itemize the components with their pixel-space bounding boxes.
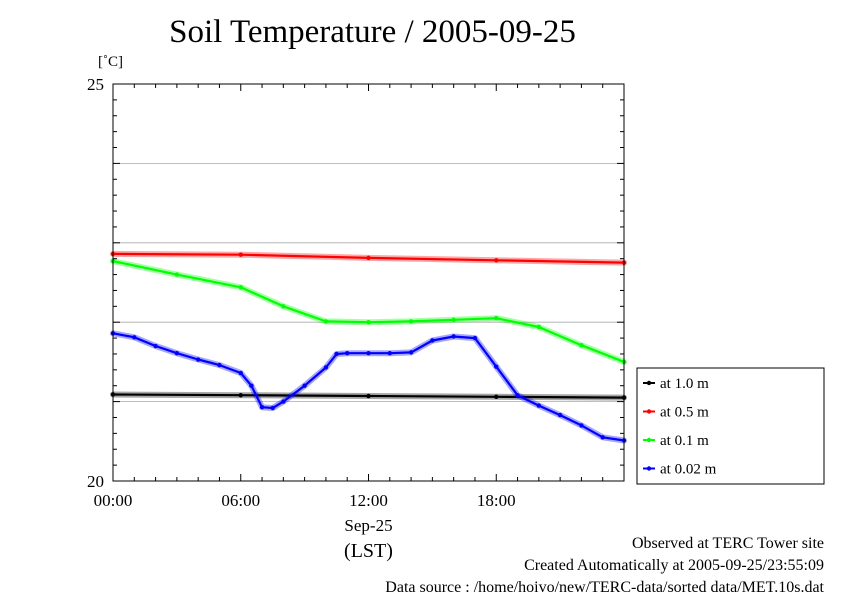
series-point-3 <box>579 423 584 428</box>
x-tick-label: 12:00 <box>349 491 388 510</box>
series-point-3 <box>323 365 329 370</box>
legend: at 1.0 m at 0.5 m at 0.1 m at 0.02 m <box>636 367 825 485</box>
series-point-2 <box>536 324 542 330</box>
series-halo-3 <box>110 330 627 444</box>
legend-marker <box>646 409 652 414</box>
series-point-3 <box>132 335 137 340</box>
legend-marker <box>646 437 652 443</box>
series-point-1 <box>238 252 243 257</box>
footer-created-line: Created Automatically at 2005-09-25/23:5… <box>524 557 824 574</box>
chart-title: Soil Temperature / 2005-09-25 <box>169 14 576 50</box>
tick-labels: 00:00 06:00 12:00 18:00 25 20 <box>87 75 516 510</box>
x-axis-date-label: Sep-25 <box>344 516 392 535</box>
series-point-0 <box>238 393 243 398</box>
series-point-3 <box>270 405 275 411</box>
series-point-3 <box>494 364 499 369</box>
series-point-3 <box>238 370 243 376</box>
footer-source-line: Data source : /home/hoivo/new/TERC-data/… <box>385 579 824 596</box>
series-point-3 <box>515 393 520 398</box>
series-point-3 <box>249 383 254 388</box>
series-point-3 <box>387 350 392 356</box>
series-point-3 <box>334 351 339 357</box>
series-point-3 <box>430 338 435 343</box>
series-point-2 <box>366 320 371 325</box>
legend-marker <box>646 380 652 386</box>
legend-marker <box>646 466 652 471</box>
series-point-1 <box>494 258 499 263</box>
series-point-3 <box>345 350 350 356</box>
legend-label: at 0.5 m <box>660 405 709 421</box>
x-axis-timezone-label: (LST) <box>344 540 393 562</box>
series-point-3 <box>451 334 456 339</box>
series-point-2 <box>281 304 286 309</box>
y-axis-unit: [˚C] <box>98 54 123 70</box>
series-point-2 <box>238 285 243 290</box>
series-point-0 <box>494 394 499 400</box>
y-tick-label: 20 <box>87 472 104 491</box>
footer-notes: Observed at TERC Tower site Created Auto… <box>385 533 824 599</box>
x-tick-label: 06:00 <box>221 491 260 510</box>
series-point-3 <box>366 350 371 356</box>
series-line-3 <box>111 332 626 442</box>
series-point-1 <box>366 255 371 261</box>
series-point-3 <box>174 350 180 356</box>
y-tick-label: 25 <box>87 75 104 94</box>
series-point-2 <box>323 319 329 324</box>
series-point-3 <box>217 362 222 368</box>
series-point-3 <box>302 383 307 388</box>
series-point-3 <box>408 350 414 355</box>
series-point-3 <box>557 412 563 418</box>
series-point-2 <box>174 272 180 277</box>
series-point-2 <box>579 343 584 348</box>
legend-label: at 0.1 m <box>660 433 709 449</box>
series-line-2 <box>111 260 626 363</box>
series-point-3 <box>600 435 605 440</box>
series-point-3 <box>153 343 158 349</box>
grid-lines <box>113 162 624 403</box>
x-tick-label: 18:00 <box>477 491 516 510</box>
series-point-3 <box>281 399 286 404</box>
series-point-3 <box>472 335 478 341</box>
legend-label: at 0.02 m <box>660 462 717 478</box>
series-point-3 <box>195 357 201 362</box>
plot-frame <box>112 83 625 482</box>
legend-box <box>636 367 825 485</box>
series-point-3 <box>259 404 265 410</box>
series-point-2 <box>451 317 456 323</box>
series-point-0 <box>366 393 371 399</box>
series-point-2 <box>494 316 499 321</box>
series-point-3 <box>536 403 542 408</box>
series-point-2 <box>408 319 414 324</box>
series-layer <box>110 250 627 444</box>
footer-site-line: Observed at TERC Tower site <box>631 535 824 552</box>
x-tick-label: 00:00 <box>94 491 133 510</box>
axis-ticks <box>112 83 625 482</box>
legend-label: at 1.0 m <box>660 376 709 392</box>
